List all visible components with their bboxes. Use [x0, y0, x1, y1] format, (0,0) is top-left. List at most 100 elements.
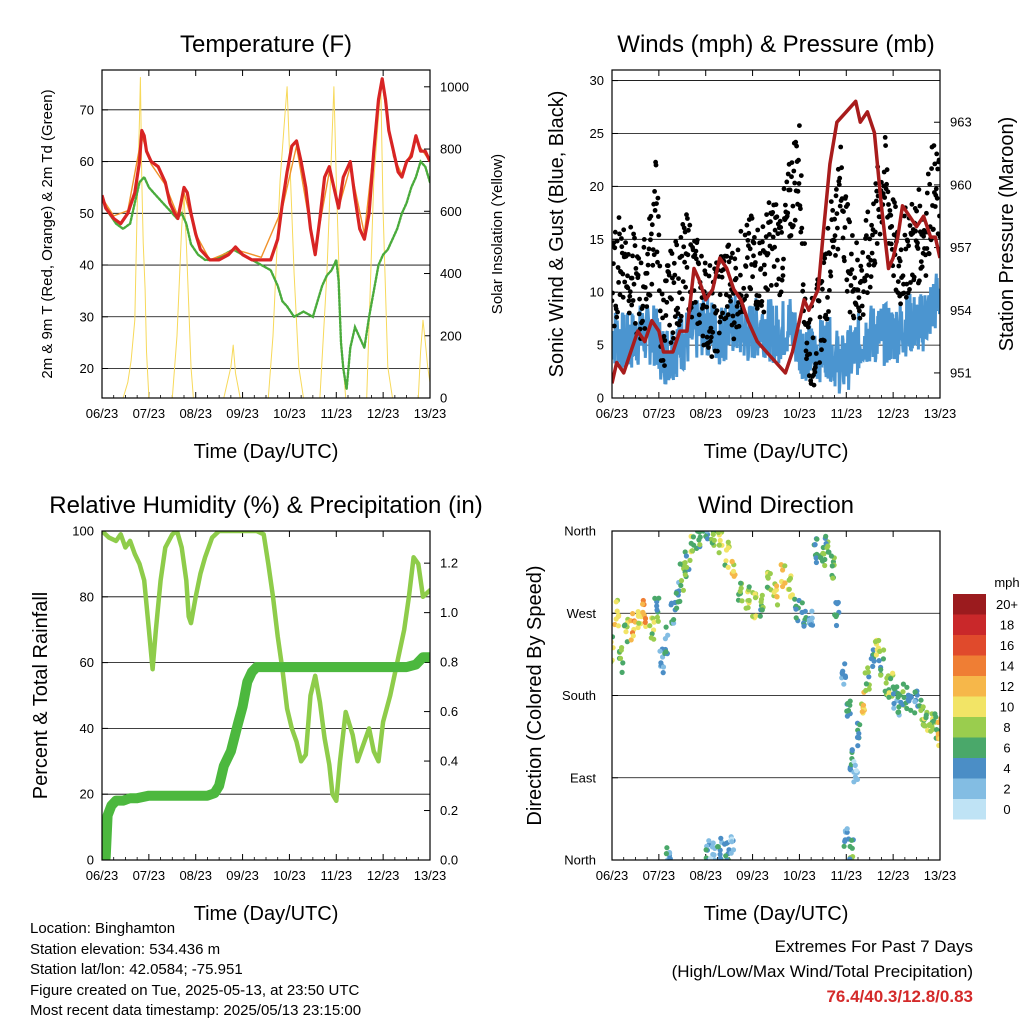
legend-swatch	[953, 635, 986, 656]
gust-point	[821, 338, 827, 344]
direction-point	[680, 587, 687, 593]
gust-point	[633, 321, 638, 326]
y2-tick-label: 1.2	[440, 556, 458, 571]
direction-point	[739, 598, 745, 604]
direction-point	[854, 734, 861, 741]
direction-point	[935, 731, 940, 737]
gust-point	[861, 289, 866, 295]
x-tick-label: 10/23	[273, 868, 306, 883]
gust-point	[807, 317, 813, 322]
gust-point	[649, 281, 655, 287]
gust-point	[781, 186, 787, 192]
x-tick-label: 09/23	[226, 406, 259, 421]
gust-point	[867, 236, 873, 242]
gust-point	[780, 265, 785, 271]
gust-point	[672, 314, 678, 319]
direction-point	[690, 534, 697, 540]
gust-point	[649, 231, 654, 237]
gust-point	[790, 223, 796, 229]
gust-point	[711, 304, 717, 309]
direction-point	[752, 595, 759, 601]
gust-point	[822, 255, 828, 261]
x-tick-label: 06/23	[86, 406, 119, 421]
legend-label: 6	[1003, 741, 1010, 756]
gust-point	[798, 229, 804, 235]
direction-point	[918, 707, 924, 714]
x-tick-label: 13/23	[924, 406, 957, 421]
direction-point	[912, 710, 918, 716]
legend-swatch	[953, 594, 986, 615]
direction-point	[853, 768, 860, 774]
gust-point	[925, 171, 931, 177]
temp-2m-series	[102, 77, 430, 262]
direction-point	[738, 580, 744, 586]
y-tick-label: 100	[72, 524, 94, 539]
legend-label: 0	[1003, 802, 1010, 817]
direction-point	[844, 826, 850, 832]
direction-point	[918, 697, 924, 703]
gust-point	[752, 235, 757, 240]
direction-point	[665, 632, 671, 638]
direction-point	[765, 574, 771, 580]
gust-point	[760, 239, 765, 245]
gust-point	[649, 222, 655, 228]
gust-point	[697, 320, 702, 326]
gust-point	[774, 282, 779, 288]
direction-point	[786, 577, 792, 583]
direction-point	[654, 607, 660, 613]
gust-point	[694, 237, 700, 243]
gust-point	[614, 238, 620, 244]
direction-point	[773, 587, 780, 593]
gust-point	[813, 361, 819, 367]
gust-point	[802, 241, 807, 247]
direction-point	[649, 631, 655, 637]
direction-point	[813, 555, 819, 561]
gust-point	[669, 251, 675, 256]
direction-point	[709, 844, 716, 850]
direction-point	[870, 647, 876, 653]
direction-point	[780, 567, 786, 573]
gust-point	[807, 351, 813, 357]
direction-point	[936, 742, 940, 749]
gust-point	[614, 314, 620, 320]
direction-point	[759, 592, 765, 599]
direction-point	[841, 681, 847, 687]
gust-point	[805, 324, 811, 330]
legend-label: 14	[1000, 659, 1014, 674]
gust-point	[676, 322, 682, 328]
gust-point	[772, 244, 777, 250]
gust-point	[823, 312, 829, 318]
gust-point	[652, 208, 658, 213]
gust-point	[724, 304, 730, 309]
direction-point	[881, 647, 887, 653]
gust-point	[683, 284, 688, 290]
x-tick-label: 13/23	[414, 868, 447, 883]
dewpoint-series	[102, 159, 430, 390]
panel-4: Wind Direction Time (Day/UTC) North East Sou…	[524, 492, 1020, 925]
legend-swatch	[953, 717, 986, 738]
direction-point	[789, 592, 796, 598]
direction-point	[842, 674, 849, 681]
direction-point	[640, 601, 646, 607]
gust-point	[620, 294, 626, 300]
direction-point	[614, 608, 620, 614]
direction-point	[866, 686, 872, 692]
gust-point	[844, 277, 850, 283]
gust-point	[754, 306, 760, 311]
direction-point	[683, 553, 690, 559]
gust-point	[779, 230, 784, 235]
gust-point	[867, 284, 873, 290]
direction-point	[852, 762, 858, 769]
gust-point	[833, 253, 838, 258]
direction-point	[799, 609, 805, 616]
gust-point	[674, 242, 680, 248]
gust-point	[621, 227, 627, 233]
direction-point	[706, 838, 712, 844]
x-tick-label: 09/23	[226, 868, 259, 883]
y-tick-label: 50	[80, 206, 94, 221]
gust-point	[778, 289, 784, 295]
gust-point	[638, 260, 644, 266]
direction-point	[868, 656, 874, 662]
extremes-values: 76.4/40.3/12.8/0.83	[826, 987, 973, 1006]
y2-axis-label: Station Pressure (Maroon)	[996, 117, 1018, 352]
